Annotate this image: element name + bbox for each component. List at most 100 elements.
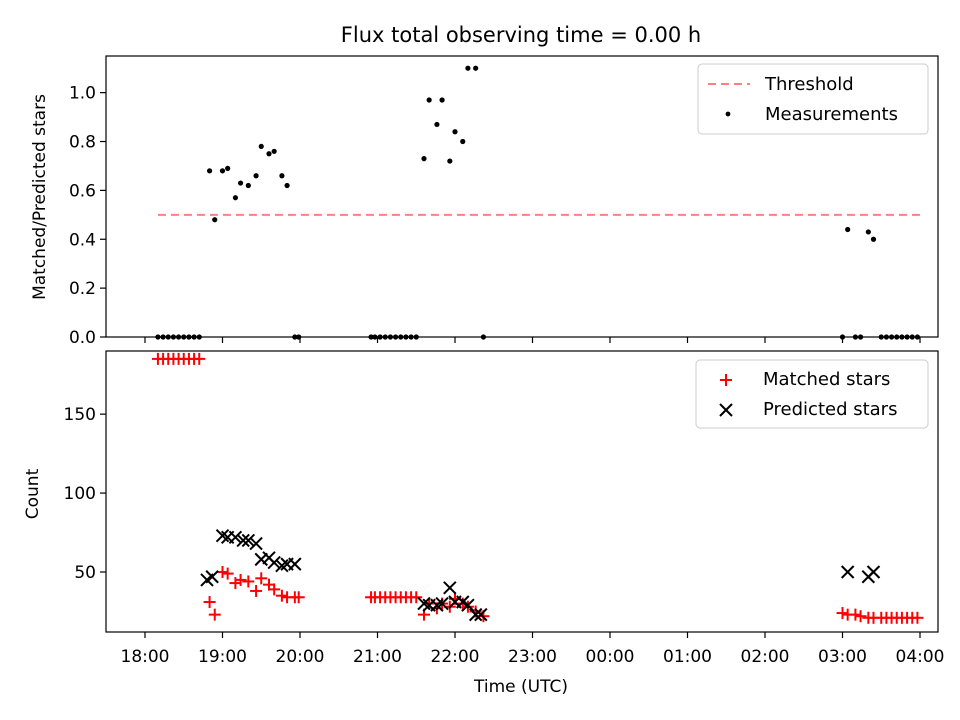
predicted-star-point — [840, 565, 855, 579]
bottom-x-tick-label-7: 01:00 — [663, 647, 712, 667]
measurement-point — [165, 334, 171, 340]
top-legend: Threshold Measurements — [697, 63, 929, 135]
predicted-star-point — [443, 581, 457, 595]
bottom-y-tick-label-0: 50 — [74, 563, 96, 583]
top-y-tick-label-2: 0.4 — [69, 230, 96, 250]
measurement-point — [191, 334, 197, 340]
legend-measurements-label: Measurements — [765, 104, 898, 125]
measurement-point — [160, 334, 166, 340]
matched-star-point — [216, 566, 229, 579]
measurement-point — [245, 182, 251, 189]
measurement-point — [857, 334, 864, 340]
measurement-point — [232, 195, 239, 201]
measurement-point — [206, 168, 213, 174]
top-y-tick-label-1: 0.2 — [69, 279, 96, 299]
measurement-point — [439, 97, 445, 103]
legend-predicted-swatch — [719, 403, 733, 417]
measurement-point — [413, 334, 419, 340]
measurement-point — [392, 334, 399, 340]
predicted-star-point — [249, 536, 263, 551]
measurement-point — [894, 334, 900, 340]
measurement-point — [292, 334, 298, 340]
matched-star-point — [203, 596, 216, 609]
measurement-point — [480, 334, 487, 340]
measurement-point — [845, 226, 851, 233]
bottom-x-tick-label-6: 00:00 — [586, 647, 635, 667]
measurement-point — [473, 65, 479, 71]
matched-star-point — [849, 608, 862, 621]
matched-star-point — [234, 573, 247, 586]
measurements-points — [155, 65, 921, 340]
measurement-point — [426, 97, 432, 103]
measurement-point — [421, 156, 427, 162]
measurement-point — [387, 334, 394, 340]
measurement-point — [181, 334, 187, 340]
predicted-star-point — [461, 598, 475, 612]
matched-star-point — [836, 607, 849, 620]
measurement-point — [368, 334, 374, 340]
measurement-point — [398, 334, 404, 340]
predicted-star-point — [474, 607, 488, 622]
matched-star-point — [221, 567, 234, 580]
legend-matched-swatch — [720, 374, 732, 386]
measurement-point — [909, 334, 915, 340]
bottom-x-tick-label-0: 18:00 — [121, 647, 170, 667]
top-y-tick-label-0: 0.0 — [69, 328, 96, 348]
measurement-point — [452, 129, 458, 135]
bottom-x-tick-label-2: 20:00 — [276, 647, 325, 667]
predicted-star-point — [468, 607, 483, 622]
measurement-point — [382, 334, 388, 340]
measurement-point — [839, 334, 846, 340]
measurement-point — [852, 334, 859, 340]
measurement-point — [465, 65, 471, 71]
measurement-point — [266, 151, 272, 157]
measurement-point — [870, 236, 877, 242]
matched-star-point — [250, 584, 263, 597]
matched-star-point — [911, 611, 924, 624]
matched-star-point — [208, 608, 221, 621]
predicted-star-point — [228, 530, 243, 544]
matched-star-point — [410, 591, 423, 604]
bottom-y-label: Count — [23, 468, 43, 519]
measurement-point — [279, 173, 285, 179]
measurement-point — [155, 334, 161, 340]
measurement-point — [253, 173, 259, 179]
measurement-point — [460, 138, 466, 145]
predicted-stars-points — [200, 528, 881, 622]
legend-predicted-label: Predicted stars — [763, 399, 897, 420]
top-y-label: Matched/Predicted stars — [30, 94, 50, 300]
legend-matched-label: Matched stars — [763, 369, 890, 390]
matched-star-point — [268, 583, 281, 596]
measurement-point — [865, 229, 871, 235]
top-panel: 0.0 0.2 0.4 0.6 0.8 1.0 Matched/Predicted sta… — [30, 55, 939, 348]
top-y-axis: 0.0 0.2 0.4 0.6 0.8 1.0 — [69, 84, 106, 348]
matched-star-point — [854, 610, 867, 623]
measurement-point — [212, 217, 218, 223]
predicted-star-point — [267, 555, 281, 570]
measurement-point — [186, 334, 192, 340]
legend-threshold-label: Threshold — [764, 74, 854, 95]
measurement-point — [408, 334, 414, 340]
measurement-point — [175, 334, 182, 340]
top-legend-box — [697, 63, 929, 135]
predicted-star-point — [241, 533, 256, 548]
bottom-plot-area — [105, 350, 939, 633]
bottom-x-tick-label-10: 04:00 — [896, 647, 945, 667]
matched-star-point — [255, 572, 268, 585]
top-x-ticks — [144, 337, 921, 343]
chart-title: Flux total observing time = 0.00 h — [341, 23, 701, 47]
measurement-point — [219, 168, 226, 174]
matched-star-point — [292, 591, 305, 604]
bottom-x-tick-label-1: 19:00 — [198, 647, 247, 667]
predicted-star-point — [236, 533, 250, 548]
bottom-x-tick-label-4: 22:00 — [431, 647, 480, 667]
top-y-tick-label-4: 0.8 — [69, 133, 96, 153]
legend-measurements-swatch — [725, 111, 731, 117]
measurement-point — [888, 334, 895, 340]
bottom-y-axis: 50 100 150 — [64, 405, 106, 583]
measurement-point — [271, 148, 277, 154]
bottom-y-tick-label-1: 100 — [64, 484, 96, 504]
predicted-star-point — [435, 596, 449, 611]
measurement-point — [372, 334, 378, 340]
